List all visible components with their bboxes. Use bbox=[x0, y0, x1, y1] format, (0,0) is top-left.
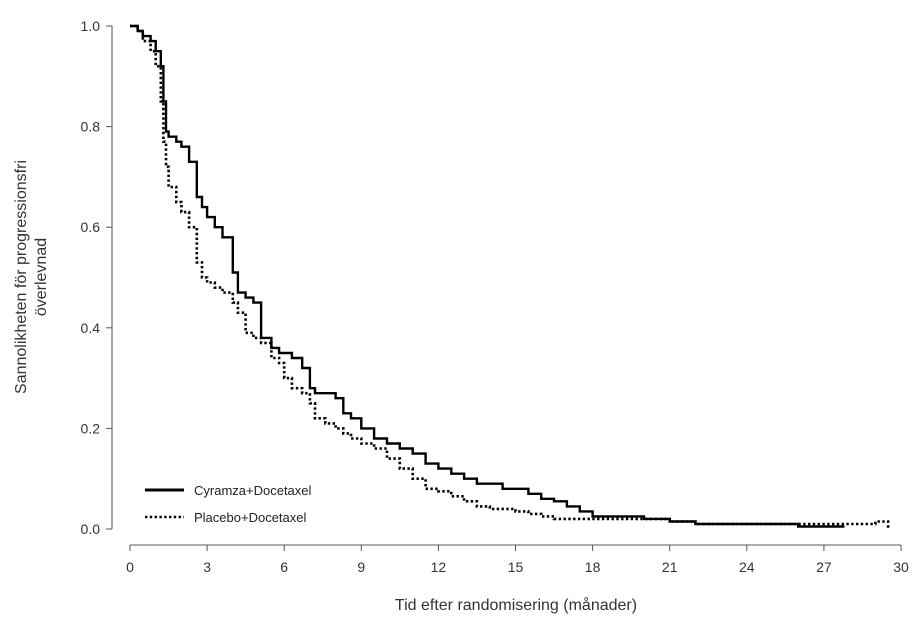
series-line-placebo bbox=[130, 24, 890, 529]
legend-label-placebo: Placebo+Docetaxel bbox=[194, 510, 306, 525]
y-axis-title-line-2: överlevnad bbox=[33, 238, 50, 316]
x-tick-label: 21 bbox=[662, 559, 678, 575]
y-tick-label: 0.8 bbox=[81, 119, 101, 135]
x-tick-label: 24 bbox=[739, 559, 755, 575]
y-tick-label: 0.0 bbox=[81, 521, 101, 537]
x-tick-label: 12 bbox=[431, 559, 447, 575]
legend-label-cyramza: Cyramza+Docetaxel bbox=[194, 483, 312, 498]
x-tick-label: 6 bbox=[280, 559, 288, 575]
y-ticks: 0.0 0.2 0.4 0.6 0.8 1.0 bbox=[81, 18, 112, 537]
y-tick-label: 0.4 bbox=[81, 320, 101, 336]
x-tick-label: 0 bbox=[126, 559, 134, 575]
series-layer bbox=[130, 24, 890, 529]
x-tick-label: 30 bbox=[893, 559, 909, 575]
y-tick-label: 0.6 bbox=[81, 219, 101, 235]
legend: Cyramza+Docetaxel Placebo+Docetaxel bbox=[145, 483, 312, 525]
x-tick-label: 27 bbox=[816, 559, 832, 575]
y-tick-label: 1.0 bbox=[81, 18, 101, 34]
y-tick-label: 0.2 bbox=[81, 420, 101, 436]
chart-axes bbox=[111, 26, 901, 546]
x-tick-label: 9 bbox=[357, 559, 365, 575]
x-tick-label: 15 bbox=[508, 559, 524, 575]
x-axis-title: Tid efter randomisering (månader) bbox=[395, 596, 637, 614]
x-tick-label: 3 bbox=[203, 559, 211, 575]
x-tick-label: 18 bbox=[585, 559, 601, 575]
series-line-cyramza bbox=[130, 24, 845, 528]
y-axis-title-line-1: Sannolikheten för progressionsfri bbox=[13, 160, 30, 394]
x-ticks: 0 3 6 9 12 15 18 21 24 27 30 bbox=[126, 545, 909, 575]
